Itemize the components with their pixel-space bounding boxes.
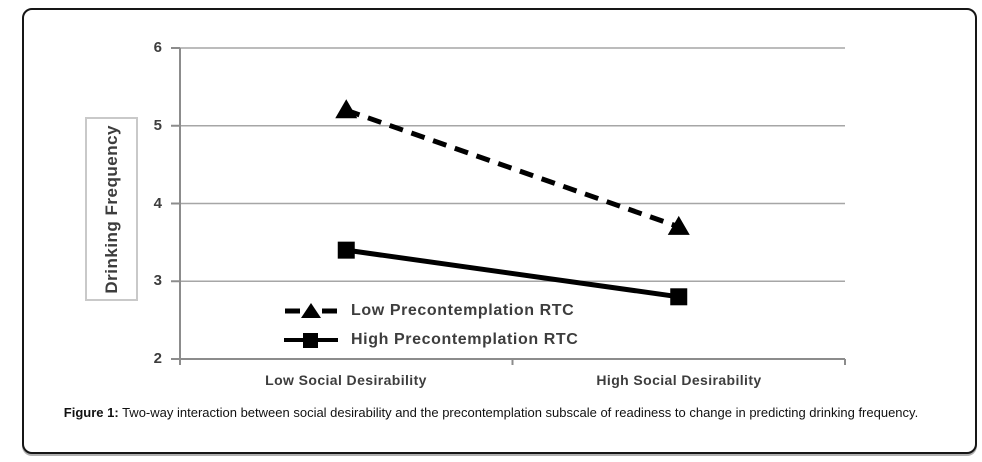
data-point-square [337, 241, 355, 259]
series-line-dashed [345, 107, 680, 230]
y-tick-label: 2 [153, 350, 162, 367]
y-axis-title: Drinking Frequency [101, 124, 121, 294]
y-tick-label: 6 [153, 39, 162, 56]
y-tick-label: 5 [153, 116, 162, 134]
plot-area [171, 47, 846, 365]
x-category-label-low: Low Social Desirability [265, 372, 427, 388]
figure-caption-text: Two-way interaction between social desir… [118, 405, 919, 420]
y-axis-title-box: Drinking Frequency [85, 117, 138, 301]
x-category-label-high: High Social Desirability [596, 372, 762, 388]
legend-label: High Precontemplation RTC [351, 330, 579, 348]
legend-item-high-precontemplation: High Precontemplation RTC [284, 325, 578, 354]
y-tick-label: 4 [153, 194, 162, 212]
y-tick-label: 3 [153, 272, 162, 290]
data-point-triangle [667, 215, 690, 235]
data-point-square [670, 288, 688, 306]
legend: Low Precontemplation RTC High Precontemp… [284, 296, 578, 354]
dashed-line-triangle-marker-icon [285, 302, 337, 318]
figure-caption: Figure 1: Two-way interaction between so… [30, 405, 952, 420]
legend-item-low-precontemplation: Low Precontemplation RTC [284, 296, 578, 325]
figure-border [22, 8, 977, 454]
chart-canvas [171, 47, 846, 365]
series-line-solid [345, 247, 680, 300]
data-point-triangle [335, 99, 358, 119]
solid-line-square-marker-icon [284, 332, 338, 348]
legend-label: Low Precontemplation RTC [351, 301, 575, 319]
figure-caption-number: Figure 1: [63, 405, 119, 420]
